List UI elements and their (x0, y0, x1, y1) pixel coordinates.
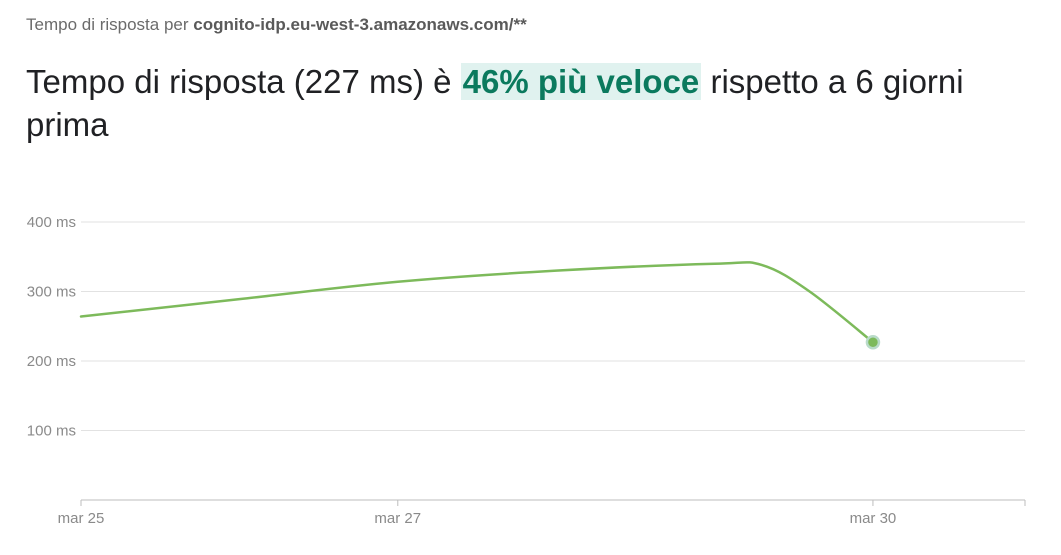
y-tick-label: 200 ms (27, 353, 76, 370)
headline-before: Tempo di risposta (227 ms) è (26, 63, 461, 100)
y-tick-label: 300 ms (27, 284, 76, 301)
headline-after: rispetto a 6 giorni prima (26, 63, 964, 143)
subtitle-host: cognito-idp.eu-west-3.amazonaws.com/** (193, 15, 527, 34)
headline-highlight: 46% più veloce (460, 63, 702, 100)
chart-subtitle: Tempo di risposta per cognito-idp.eu-wes… (26, 15, 527, 35)
y-tick-label: 100 ms (27, 423, 76, 440)
x-tick-label: mar 30 (850, 510, 897, 527)
series-line (79, 261, 875, 344)
headline: Tempo di risposta (227 ms) è 46% più vel… (26, 60, 1036, 146)
y-tick-label: 400 ms (27, 214, 76, 231)
last-data-point (865, 334, 881, 350)
x-tick-label: mar 25 (58, 510, 105, 527)
x-tick-label: mar 27 (374, 510, 421, 527)
subtitle-prefix: Tempo di risposta per (26, 15, 194, 34)
